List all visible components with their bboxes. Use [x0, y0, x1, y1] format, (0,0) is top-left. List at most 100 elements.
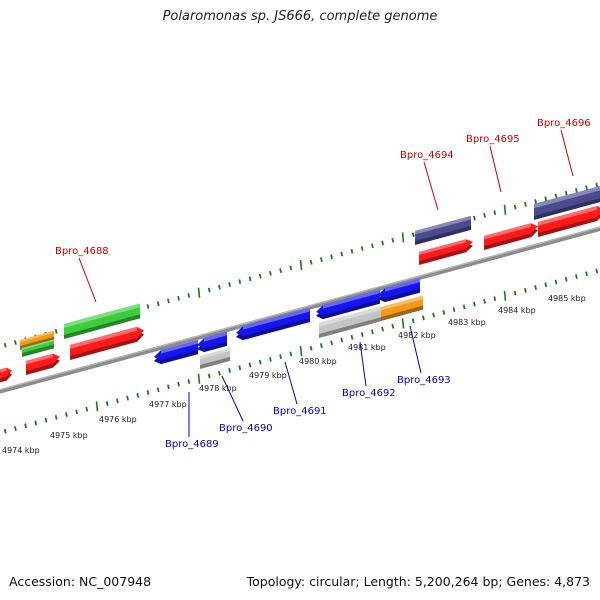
features-track[interactable] [0, 185, 600, 384]
minor-tick [473, 215, 476, 221]
minor-tick [360, 332, 364, 337]
minor-tick [289, 351, 293, 357]
minor-tick [534, 285, 537, 290]
scale-label: 4980 kbp [299, 357, 337, 366]
minor-tick [177, 295, 180, 301]
minor-tick [473, 301, 476, 307]
minor-tick [34, 420, 38, 426]
minor-tick [54, 415, 58, 420]
major-tick [197, 373, 201, 384]
minor-tick [483, 298, 486, 304]
gene-feature-bpro-4695[interactable] [484, 223, 538, 250]
accession-text: Accession: NC_007948 [9, 574, 152, 589]
gene-label-forward[interactable]: Bpro_4696 [537, 118, 591, 129]
minor-tick [381, 240, 384, 246]
minor-tick [105, 401, 109, 407]
gene-label-reverse[interactable]: Bpro_4692 [342, 388, 396, 399]
major-tick [401, 232, 405, 243]
major-tick [503, 204, 507, 215]
gene-label-forward[interactable]: Bpro_4695 [466, 134, 520, 145]
minor-tick [585, 271, 588, 277]
minor-tick [126, 395, 129, 401]
minor-tick [238, 279, 242, 285]
minor-tick [391, 323, 395, 329]
gene-feature[interactable] [26, 353, 60, 375]
minor-tick [595, 268, 599, 274]
minor-tick [177, 381, 180, 387]
scale-label: 4979 kbp [249, 371, 287, 380]
gene-label-reverse[interactable]: Bpro_4690 [219, 423, 273, 434]
gene-label-forward[interactable]: Bpro_4694 [400, 150, 454, 161]
minor-tick [289, 265, 293, 271]
scale-label: 4982 kbp [398, 331, 436, 340]
gene-feature[interactable] [200, 347, 230, 369]
minor-tick [350, 334, 354, 340]
leader-line [560, 129, 574, 177]
minor-tick [442, 310, 446, 315]
minor-tick [330, 254, 333, 260]
minor-tick [575, 188, 578, 193]
gene-label-reverse[interactable]: Bpro_4693 [397, 375, 451, 386]
gene-label-forward[interactable]: Bpro_4688 [55, 246, 109, 257]
minor-tick [248, 362, 252, 368]
major-tick [95, 401, 99, 412]
gene-feature-bpro-4694[interactable] [419, 239, 473, 265]
minor-tick [44, 417, 48, 423]
scale-label: 4983 kbp [448, 318, 486, 327]
minor-tick [432, 312, 435, 318]
gene-feature[interactable] [319, 306, 381, 338]
gene-feature[interactable] [381, 295, 423, 321]
minor-tick [146, 304, 150, 309]
gene-feature[interactable] [20, 330, 54, 350]
gene-label-reverse[interactable]: Bpro_4689 [165, 439, 219, 450]
minor-tick [452, 307, 456, 313]
map-title: Polaromonas sp. JS666, complete genome [162, 9, 438, 24]
minor-tick [279, 354, 282, 360]
minor-tick [269, 270, 272, 276]
minor-tick [238, 365, 242, 371]
scale-label: 4984 kbp [498, 306, 536, 315]
leader-line [409, 325, 422, 374]
minor-tick [554, 193, 558, 199]
leader-line [284, 361, 298, 405]
major-tick [299, 346, 303, 357]
scale-label: 4985 kbp [548, 294, 586, 303]
gene-feature[interactable] [70, 326, 144, 360]
gene-feature-bpro-4688[interactable] [64, 303, 140, 339]
minor-tick [493, 210, 497, 216]
minor-tick [320, 257, 323, 262]
major-tick [299, 260, 303, 271]
minor-tick [320, 343, 323, 348]
minor-tick [371, 329, 374, 335]
minor-tick [462, 304, 466, 310]
gene-feature[interactable] [0, 367, 12, 384]
scale-label: 4981 kbp [348, 343, 386, 352]
gene-feature[interactable] [22, 339, 54, 357]
minor-tick [3, 428, 7, 434]
gene-feature-bpro-4690[interactable] [197, 331, 227, 353]
minor-tick [544, 282, 548, 288]
gene-feature-bpro-4691[interactable] [236, 307, 310, 341]
scale-label: 4977 kbp [149, 400, 187, 409]
minor-tick [483, 212, 486, 218]
scale-label: 4975 kbp [50, 431, 88, 440]
gene-feature-bpro-4696[interactable] [534, 185, 600, 220]
minor-tick [422, 315, 425, 321]
topology-info-text: Topology: circular; Length: 5,200,264 bp… [246, 574, 590, 589]
gene-feature-bpro-4693[interactable] [378, 278, 420, 303]
gene-feature-bpro-4689[interactable] [154, 340, 198, 365]
gene-labels[interactable]: 4974 kbp 4975 kbp 4976 kbp 4977 kbp 4978 kbp… [2, 118, 591, 455]
minor-tick [524, 201, 527, 207]
minor-tick [116, 398, 119, 404]
gene-feature[interactable] [415, 215, 471, 245]
minor-tick [187, 379, 191, 384]
gene-label-reverse[interactable]: Bpro_4691 [273, 406, 327, 417]
minor-tick [24, 423, 27, 429]
minor-tick [381, 326, 384, 332]
genome-backbone [0, 226, 600, 394]
gene-feature-bpro-4692[interactable] [316, 289, 380, 320]
scale-label: 4974 kbp [2, 446, 40, 455]
gene-feature[interactable] [538, 206, 600, 237]
scale-label: 4976 kbp [99, 415, 137, 424]
